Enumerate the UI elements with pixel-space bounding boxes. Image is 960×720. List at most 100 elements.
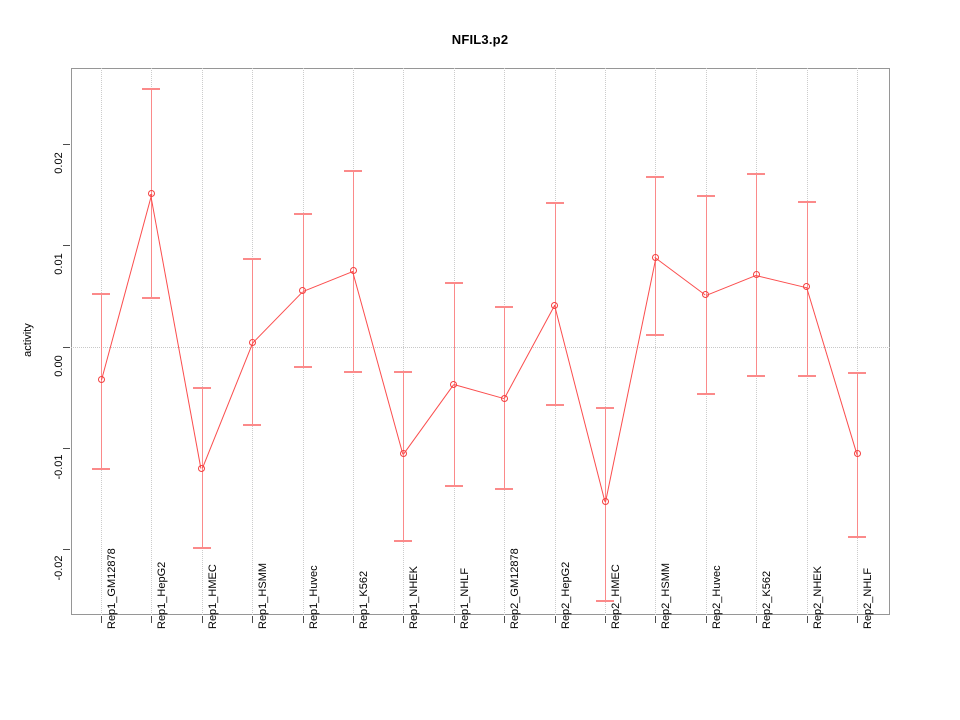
error-bar-cap-lower bbox=[797, 374, 816, 377]
x-gridline bbox=[201, 68, 203, 615]
series-line-segment bbox=[101, 193, 153, 381]
error-bar-cap-lower bbox=[142, 296, 161, 299]
data-point-marker bbox=[97, 376, 105, 384]
x-gridline bbox=[151, 68, 153, 615]
x-gridline bbox=[655, 68, 657, 615]
data-point-marker bbox=[147, 190, 155, 198]
data-point-marker bbox=[299, 287, 307, 295]
series-line-segment bbox=[755, 274, 807, 288]
x-axis-tick bbox=[201, 616, 203, 623]
x-axis-label: Rep1_NHLF bbox=[458, 567, 471, 629]
data-point-marker bbox=[198, 464, 206, 472]
x-axis-tick bbox=[453, 616, 455, 623]
series-line-segment bbox=[705, 274, 757, 296]
error-bar-cap-upper bbox=[797, 200, 816, 203]
error-bar-cap-upper bbox=[344, 170, 362, 173]
x-axis-label: Rep1_HMEC bbox=[206, 564, 219, 629]
series-line-segment bbox=[150, 193, 202, 469]
x-axis-tick bbox=[252, 616, 254, 623]
x-axis-tick bbox=[151, 616, 153, 623]
series-line-segment bbox=[302, 270, 354, 292]
data-point-marker bbox=[248, 339, 256, 346]
error-bar-cap-lower bbox=[596, 599, 614, 602]
x-axis-tick bbox=[655, 616, 657, 623]
x-axis-label: Rep1_HSMM bbox=[257, 562, 270, 629]
series-line-segment bbox=[805, 286, 857, 455]
error-bar-cap-upper bbox=[92, 292, 110, 295]
data-point-marker bbox=[702, 291, 710, 299]
x-axis-tick bbox=[857, 616, 858, 623]
series-line-segment bbox=[453, 384, 505, 400]
error-bar-cap-lower bbox=[394, 540, 413, 543]
series-line-segment bbox=[201, 342, 254, 469]
error-bar-cap-upper bbox=[747, 173, 766, 176]
y-axis-tick bbox=[63, 346, 70, 348]
y-axis-title: activity bbox=[21, 322, 34, 357]
y-axis-tick bbox=[63, 549, 70, 551]
x-axis-tick bbox=[101, 616, 102, 623]
data-point-marker bbox=[651, 253, 659, 261]
x-axis-tick bbox=[353, 616, 354, 623]
y-axis-label: -0.01 bbox=[53, 454, 65, 480]
error-bar-cap-lower bbox=[747, 374, 766, 377]
error-bar-cap-lower bbox=[495, 488, 514, 491]
data-point-marker bbox=[601, 498, 609, 506]
x-axis-tick bbox=[806, 616, 808, 623]
x-axis-label: Rep2_HSMM bbox=[660, 562, 673, 629]
x-axis-label: Rep2_GM12878 bbox=[509, 548, 522, 629]
error-bar-cap-upper bbox=[444, 281, 463, 284]
error-bar-cap-lower bbox=[293, 365, 312, 368]
series-line-segment bbox=[403, 384, 455, 455]
series-line-segment bbox=[605, 257, 657, 502]
error-bar-cap-lower bbox=[646, 334, 665, 337]
series-line-segment bbox=[504, 305, 556, 399]
x-axis-tick bbox=[504, 616, 506, 623]
error-bar-cap-upper bbox=[293, 212, 312, 215]
data-point-marker bbox=[853, 450, 861, 458]
x-axis-tick bbox=[554, 616, 556, 623]
data-point-marker bbox=[752, 271, 760, 279]
y-axis-label: 0.00 bbox=[53, 354, 65, 377]
data-point-marker bbox=[803, 283, 811, 291]
x-gridline bbox=[857, 68, 858, 615]
x-axis-label: Rep1_HepG2 bbox=[156, 561, 169, 629]
zero-reference-line bbox=[71, 346, 890, 348]
series-line-segment bbox=[654, 257, 706, 296]
error-bar-cap-lower bbox=[192, 547, 211, 550]
error-bar-cap-lower bbox=[92, 468, 110, 471]
x-gridline bbox=[605, 68, 606, 615]
x-axis-tick bbox=[302, 616, 304, 623]
x-axis-tick bbox=[705, 616, 707, 623]
x-axis-tick bbox=[403, 616, 405, 623]
x-axis-label: Rep2_NHLF bbox=[862, 567, 874, 629]
series-line-segment bbox=[252, 290, 304, 344]
error-bar-cap-upper bbox=[545, 201, 564, 204]
data-point-marker bbox=[399, 450, 407, 458]
y-axis-label: 0.02 bbox=[53, 152, 65, 174]
y-axis-tick bbox=[63, 447, 70, 449]
x-axis-label: Rep1_GM12878 bbox=[106, 548, 118, 629]
x-axis-tick bbox=[605, 616, 606, 623]
data-point-marker bbox=[500, 394, 508, 402]
error-bar-cap-lower bbox=[545, 404, 564, 407]
error-bar-cap-upper bbox=[848, 371, 866, 374]
x-axis-label: Rep2_K562 bbox=[761, 570, 774, 629]
error-bar-cap-lower bbox=[243, 423, 262, 426]
x-axis-tick bbox=[756, 616, 758, 623]
error-bar-cap-upper bbox=[394, 370, 413, 373]
y-axis-tick bbox=[63, 245, 70, 247]
error-bar-cap-upper bbox=[696, 194, 715, 197]
data-point-marker bbox=[349, 267, 357, 275]
series-line-segment bbox=[352, 270, 404, 455]
x-axis-label: Rep1_Huvec bbox=[307, 565, 320, 629]
error-bar-cap-lower bbox=[344, 370, 362, 373]
x-axis-label: Rep2_HMEC bbox=[610, 564, 622, 629]
x-axis-label: Rep1_NHEK bbox=[408, 566, 421, 629]
error-bar-cap-upper bbox=[192, 387, 211, 390]
data-point-marker bbox=[450, 380, 458, 388]
plot-area bbox=[71, 68, 890, 615]
y-axis-label: -0.02 bbox=[53, 555, 65, 581]
x-axis-label: Rep2_Huvec bbox=[710, 565, 723, 629]
error-bar-cap-upper bbox=[243, 258, 262, 261]
error-bar-cap-lower bbox=[848, 535, 866, 538]
